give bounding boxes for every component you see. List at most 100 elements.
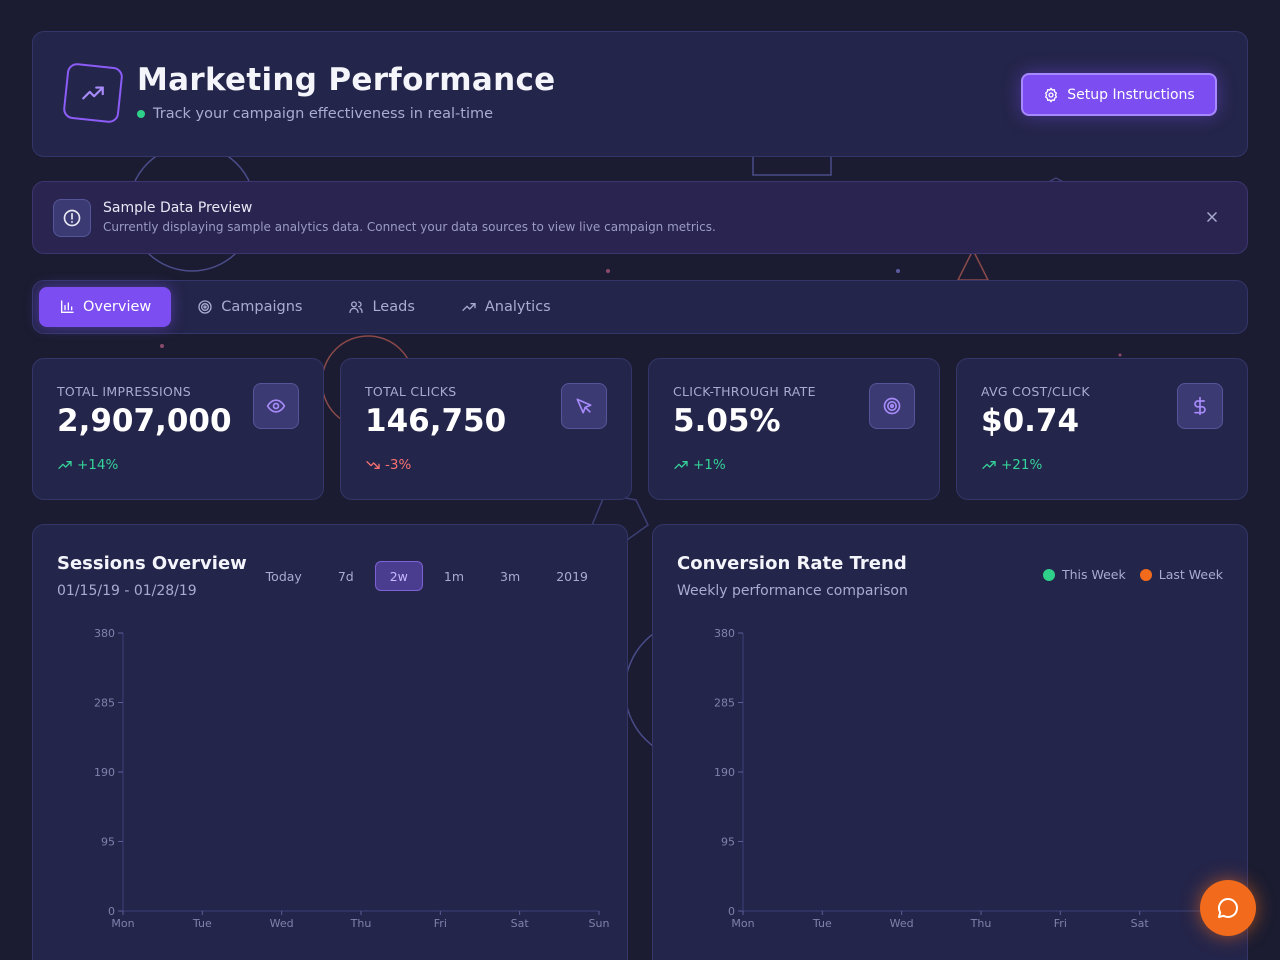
sessions-chart-title: Sessions Overview [57,553,247,574]
kpi-trend: -3% [365,457,411,473]
conversion-chart-subtitle: Weekly performance comparison [677,583,908,599]
tab-campaigns[interactable]: Campaigns [177,287,322,327]
kpi-card-cost-per-click: AVG COST/CLICK $0.74 +21% [956,358,1248,500]
kpi-trend-value: +1% [693,457,726,473]
kpi-icon-box [561,383,607,429]
y-tick-label: 95 [721,836,735,849]
tab-leads[interactable]: Leads [328,287,434,327]
x-tick-label: Sat [1131,917,1150,930]
legend-last-week[interactable]: Last Week [1139,567,1223,582]
time-range-selector: Today 7d 2w 1m 3m 2019 [251,561,603,591]
eye-icon [266,399,286,413]
kpi-card-clicks: TOTAL CLICKS 146,750 -3% [340,358,632,500]
trending-up-icon [82,86,104,100]
kpi-icon-box [1177,383,1223,429]
close-icon [1207,212,1217,222]
legend-this-week[interactable]: This Week [1042,567,1126,582]
kpi-value: 5.05% [673,403,781,439]
x-tick-label: Wed [890,917,914,930]
kpi-trend: +1% [673,457,726,473]
y-tick-label: 380 [714,627,735,640]
legend-label: This Week [1061,567,1126,582]
range-3m[interactable]: 3m [500,568,521,584]
cursor-icon [576,398,592,414]
y-tick-label: 285 [714,697,735,710]
kpi-trend: +14% [57,457,118,473]
x-tick-label: Wed [270,917,294,930]
kpi-value: $0.74 [981,403,1080,439]
range-7d[interactable]: 7d [337,568,354,584]
subtitle-text: Track your campaign effectiveness in rea… [153,106,494,122]
kpi-trend-value: +21% [1001,457,1043,473]
y-tick-label: 285 [94,697,115,710]
x-tick-label: Sun [589,917,610,930]
target-icon [198,300,212,314]
sessions-overview-card: Sessions Overview 01/15/19 - 01/28/19 To… [32,524,628,960]
range-1m[interactable]: 1m [443,568,465,584]
y-tick-label: 190 [714,766,735,779]
x-tick-label: Mon [731,917,754,930]
live-status-dot [137,110,145,118]
y-tick-label: 0 [108,905,115,918]
kpi-card-impressions: TOTAL IMPRESSIONS 2,907,000 +14% [32,358,324,500]
setup-button-label: Setup Instructions [1067,86,1195,103]
trending-up-icon [674,461,688,469]
sample-data-alert: Sample Data Preview Currently displaying… [32,181,1248,254]
conversion-trend-card: Conversion Rate Trend Weekly performance… [652,524,1248,960]
range-2019[interactable]: 2019 [556,568,588,584]
trending-down-icon [366,461,380,469]
range-today[interactable]: Today [265,568,302,584]
alert-circle-icon [63,209,81,227]
x-tick-label: Sat [511,917,530,930]
tab-label: Campaigns [221,299,303,315]
conversion-chart-title: Conversion Rate Trend [677,553,907,574]
legend-dot [1139,568,1152,581]
tab-label: Leads [372,299,415,315]
y-tick-label: 95 [101,836,115,849]
chat-icon [1218,898,1238,918]
users-icon [349,301,364,313]
legend-dot [1042,568,1055,581]
page-subtitle: Track your campaign effectiveness in rea… [137,106,493,122]
alert-close-button[interactable] [1201,206,1223,228]
x-tick-label: Fri [1054,917,1067,930]
x-tick-label: Tue [192,917,212,930]
kpi-value: 2,907,000 [57,403,232,439]
chat-button[interactable] [1200,880,1256,936]
range-2w[interactable]: 2w [374,561,423,591]
alert-message: Currently displaying sample analytics da… [103,220,716,234]
kpi-trend-value: -3% [385,457,412,473]
target-icon [883,397,901,415]
gear-icon [1045,87,1058,102]
page-header: Marketing Performance Track your campaig… [32,31,1248,157]
page-title: Marketing Performance [137,62,556,98]
setup-instructions-button[interactable]: Setup Instructions [1021,73,1217,116]
dollar-icon [1194,396,1206,416]
sessions-date-range: 01/15/19 - 01/28/19 [57,583,197,599]
tab-label: Overview [83,299,152,315]
trending-up-icon [462,303,476,311]
y-tick-label: 380 [94,627,115,640]
kpi-trend-value: +14% [77,457,119,473]
kpi-trend: +21% [981,457,1042,473]
x-tick-label: Thu [350,917,372,930]
chart-legend: This Week Last Week [1042,567,1223,582]
kpi-icon-box [869,383,915,429]
kpi-label: AVG COST/CLICK [981,384,1090,399]
y-tick-label: 190 [94,766,115,779]
x-tick-label: Thu [970,917,992,930]
bar-chart-icon [61,300,74,313]
kpi-label: TOTAL CLICKS [365,384,457,399]
kpi-label: CLICK-THROUGH RATE [673,384,816,399]
x-tick-label: Fri [434,917,447,930]
y-tick-label: 0 [728,905,735,918]
kpi-value: 146,750 [365,403,507,439]
alert-icon-box [53,199,91,237]
tab-analytics[interactable]: Analytics [441,287,571,327]
kpi-card-ctr: CLICK-THROUGH RATE 5.05% +1% [648,358,940,500]
trending-up-icon [58,461,72,469]
alert-title: Sample Data Preview [103,200,253,216]
legend-label: Last Week [1158,567,1223,582]
tab-overview[interactable]: Overview [39,287,172,327]
